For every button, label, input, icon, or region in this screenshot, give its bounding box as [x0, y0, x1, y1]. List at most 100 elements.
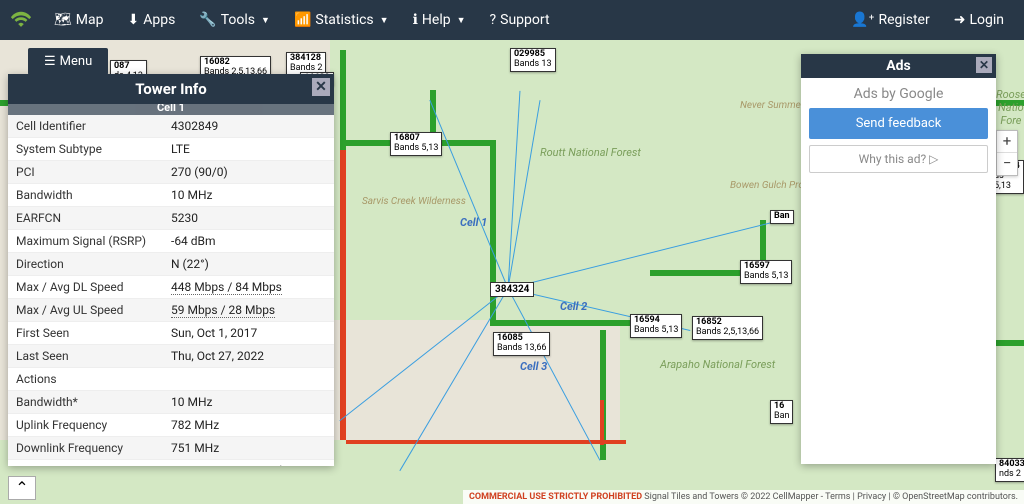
tower-marker[interactable]: 16Ban: [770, 400, 793, 424]
nav-apps[interactable]: ⬇Apps: [117, 6, 185, 34]
info-value: 5230: [171, 211, 326, 225]
top-navbar: 🗺Map ⬇Apps 🔧Tools▼ 📶Statistics▼ ℹHelp▼ ?…: [0, 0, 1024, 40]
question-icon: ?: [490, 12, 497, 28]
map-icon: 🗺: [54, 12, 72, 28]
info-row: Max / Avg UL Speed59 Mbps / 28 Mbps: [8, 299, 334, 322]
info-key: Actions: [16, 372, 171, 386]
cell-sector-label: Cell 1: [460, 216, 487, 229]
info-key: Uplink Frequency: [16, 418, 171, 432]
tower-marker[interactable]: 16597Bands 5,13: [740, 260, 792, 284]
info-row: DirectionN (22°): [8, 253, 334, 276]
bars-icon: 📶: [294, 12, 311, 28]
user-plus-icon: 👤⁺: [851, 12, 874, 28]
tower-marker[interactable]: 16085Bands 13,66: [493, 332, 550, 356]
ads-header: Ads ✕: [801, 54, 996, 78]
cell-sector-label: Cell 3: [520, 360, 547, 373]
info-key: EARFCN: [16, 211, 171, 225]
forest-label: Routt National Forest: [540, 146, 641, 159]
menu-button[interactable]: ☰Menu: [28, 48, 108, 75]
info-row: EARFCN5230: [8, 207, 334, 230]
nav-map[interactable]: 🗺Map: [44, 6, 113, 34]
zoom-out-button[interactable]: −: [997, 153, 1017, 175]
info-row: Maximum Signal (RSRP)-64 dBm: [8, 230, 334, 253]
caret-icon: ▼: [380, 15, 389, 26]
info-row: Last SeenThu, Oct 27, 2022: [8, 345, 334, 368]
zoom-in-button[interactable]: +: [997, 131, 1017, 153]
logo-icon: [10, 9, 32, 31]
info-value: 4302849: [171, 119, 326, 133]
tower-info-header: Tower Info ✕: [8, 74, 334, 104]
zoom-control: + −: [996, 130, 1018, 176]
center-tower-marker[interactable]: 384324: [490, 282, 534, 297]
nav-login[interactable]: ➜Login: [944, 6, 1014, 34]
nav-statistics[interactable]: 📶Statistics▼: [284, 6, 399, 34]
info-row: Downlink Frequency751 MHz: [8, 437, 334, 460]
ads-panel: Ads ✕ Ads by Google Send feedback Why th…: [801, 54, 996, 464]
close-icon[interactable]: ✕: [312, 78, 330, 96]
tower-marker[interactable]: Ban: [770, 210, 794, 224]
nav-items: 🗺Map ⬇Apps 🔧Tools▼ 📶Statistics▼ ℹHelp▼ ?…: [44, 6, 841, 34]
info-key: Cell Identifier: [16, 119, 171, 133]
info-key: First Seen: [16, 326, 171, 340]
signin-icon: ➜: [954, 12, 966, 28]
tower-marker[interactable]: 16852Bands 2,5,13,66: [692, 316, 763, 340]
info-row: Actions: [8, 368, 334, 391]
nav-register[interactable]: 👤⁺Register: [841, 6, 939, 34]
info-key: Max / Avg DL Speed: [16, 280, 171, 294]
download-icon: ⬇: [127, 12, 139, 28]
info-row: Bandwidth10 MHz: [8, 184, 334, 207]
info-key: Downlink Frequency: [16, 441, 171, 455]
info-row: First SeenSun, Oct 1, 2017: [8, 322, 334, 345]
caret-icon: ▼: [457, 15, 466, 26]
info-row: Cell Identifier4302849: [8, 115, 334, 138]
info-key: Max / Avg UL Speed: [16, 303, 171, 317]
tower-marker[interactable]: 16594Bands 5,13: [630, 314, 682, 338]
send-feedback-button[interactable]: Send feedback: [809, 108, 988, 139]
tower-info-body[interactable]: Cell 1Cell Identifier4302849System Subty…: [8, 104, 334, 466]
info-row: PCI270 (90/0): [8, 161, 334, 184]
info-row: Max / Avg DL Speed448 Mbps / 84 Mbps: [8, 276, 334, 299]
info-value: Thu, Oct 27, 2022: [171, 349, 326, 363]
tower-marker[interactable]: 16807Bands 5,13: [390, 132, 442, 156]
info-row: Frequency BandUpper SMH block C (B13 FDD…: [8, 460, 334, 466]
info-value: Sun, Oct 1, 2017: [171, 326, 326, 340]
nav-support[interactable]: ?Support: [480, 6, 560, 34]
close-icon[interactable]: ✕: [976, 57, 992, 73]
hamburger-icon: ☰: [44, 54, 56, 69]
info-value: 59 Mbps / 28 Mbps: [171, 303, 326, 317]
wilderness-label: Sarvis Creek Wilderness: [362, 196, 466, 207]
info-value: 10 MHz: [171, 395, 326, 409]
info-value: 10 MHz: [171, 188, 326, 202]
tower-marker[interactable]: RooseNatio Fore: [996, 88, 1024, 127]
ads-body: Ads by Google Send feedback Why this ad?…: [801, 78, 996, 181]
info-value: N (22°): [171, 257, 326, 271]
info-key: Last Seen: [16, 349, 171, 363]
info-key: Maximum Signal (RSRP): [16, 234, 171, 248]
info-row: Bandwidth*10 MHz: [8, 391, 334, 414]
info-icon: ℹ: [413, 12, 418, 28]
info-value: 782 MHz: [171, 418, 326, 432]
caret-icon: ▼: [261, 15, 270, 26]
ads-by-label: Ads by Google: [809, 86, 988, 102]
info-value: 270 (90/0): [171, 165, 326, 179]
tower-info-panel: Tower Info ✕ Cell 1Cell Identifier430284…: [8, 74, 334, 466]
info-value: [171, 372, 326, 386]
tower-marker[interactable]: 029985Bands 13: [510, 48, 556, 72]
info-key: System Subtype: [16, 142, 171, 156]
tower-marker[interactable]: 84033nds 2: [995, 458, 1024, 482]
cell-sector-label: Cell 2: [560, 300, 587, 313]
info-value: -64 dBm: [171, 234, 326, 248]
why-this-ad-button[interactable]: Why this ad? ▷: [809, 145, 988, 173]
info-key: Bandwidth: [16, 188, 171, 202]
info-key: Direction: [16, 257, 171, 271]
cell-header: Cell 1: [8, 104, 334, 115]
nav-tools[interactable]: 🔧Tools▼: [189, 6, 280, 34]
attribution-footer: COMMERCIAL USE STRICTLY PROHIBITED Signa…: [463, 490, 1024, 504]
wrench-icon: 🔧: [199, 12, 216, 28]
info-row: Uplink Frequency782 MHz: [8, 414, 334, 437]
nav-help[interactable]: ℹHelp▼: [403, 6, 476, 34]
info-key: Frequency Band: [16, 464, 171, 466]
expand-button[interactable]: ⌃: [8, 476, 36, 500]
nav-right: 👤⁺Register ➜Login: [841, 6, 1014, 34]
info-row: System SubtypeLTE: [8, 138, 334, 161]
